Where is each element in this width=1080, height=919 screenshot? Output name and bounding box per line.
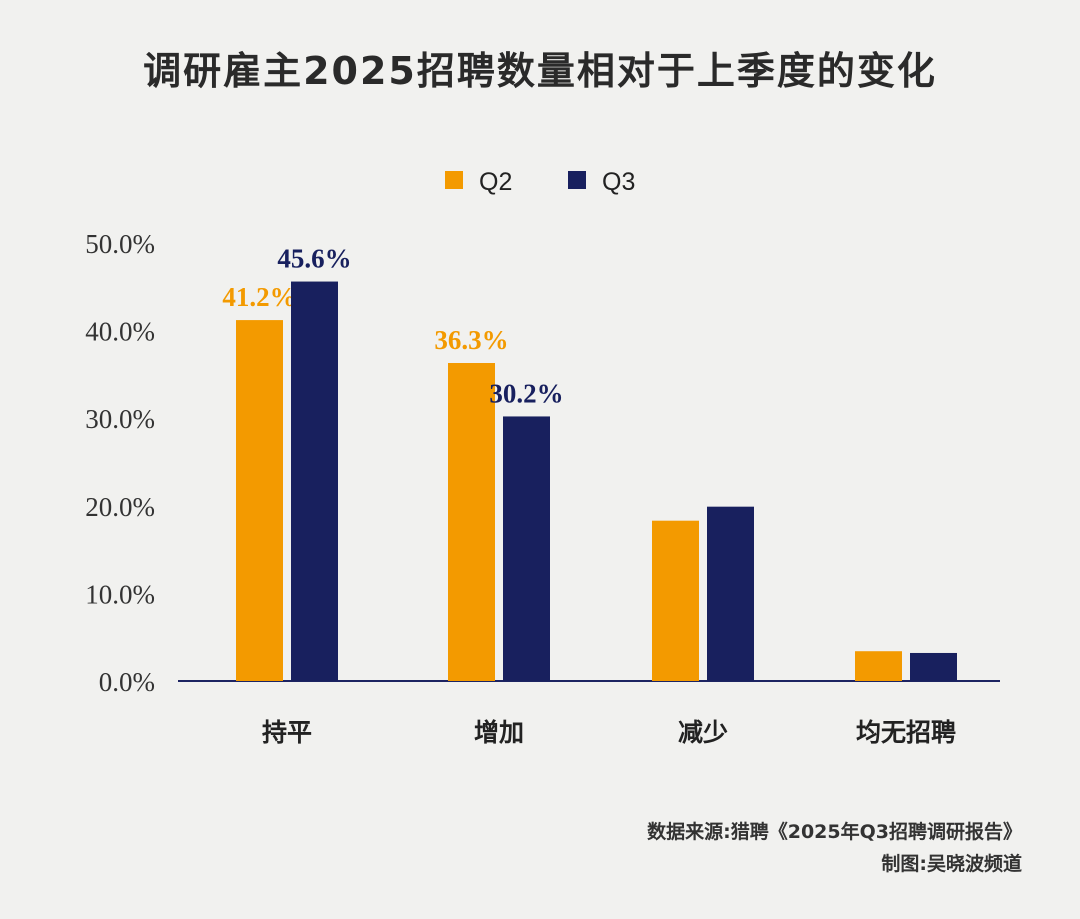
y-tick-label: 0.0% [99, 667, 155, 697]
data-label: 30.2% [489, 378, 563, 408]
legend: Q2 Q3 [445, 168, 635, 196]
bar-q3 [291, 281, 338, 681]
source-note: 数据来源:猎聘《2025年Q3招聘调研报告》 [647, 820, 1022, 843]
x-tick-label: 持平 [262, 718, 312, 747]
bar-q2 [236, 320, 283, 681]
y-tick-label: 50.0% [85, 229, 155, 259]
bar-q3 [707, 506, 754, 681]
legend-label-q3: Q3 [602, 168, 635, 196]
x-tick-label: 均无招聘 [856, 718, 956, 747]
legend-swatch-q2 [445, 171, 463, 189]
x-tick-label: 减少 [678, 718, 728, 747]
y-tick-label: 30.0% [85, 404, 155, 434]
y-axis: 0.0% 10.0% 20.0% 30.0% 40.0% 50.0% [85, 229, 155, 697]
chart-title: 调研雇主2025招聘数量相对于上季度的变化 [143, 49, 937, 93]
y-tick-label: 20.0% [85, 492, 155, 522]
bar-q3 [503, 416, 550, 681]
legend-label-q2: Q2 [479, 168, 512, 196]
y-tick-label: 40.0% [85, 317, 155, 347]
bar-q3 [910, 652, 957, 681]
bar-q2 [652, 520, 699, 681]
bar-q2 [448, 363, 495, 681]
data-label: 45.6% [277, 244, 351, 274]
data-label: 41.2% [222, 282, 296, 312]
x-axis: 持平 增加 减少 均无招聘 [262, 718, 956, 747]
x-tick-label: 增加 [474, 718, 524, 747]
data-label: 36.3% [434, 325, 508, 355]
y-tick-label: 10.0% [85, 579, 155, 609]
credit-note: 制图:吴晓波频道 [881, 852, 1022, 875]
bar-q2 [855, 651, 902, 681]
legend-swatch-q3 [568, 171, 586, 189]
bars: 41.2% 45.6% 36.3% 30.2% [222, 244, 957, 681]
